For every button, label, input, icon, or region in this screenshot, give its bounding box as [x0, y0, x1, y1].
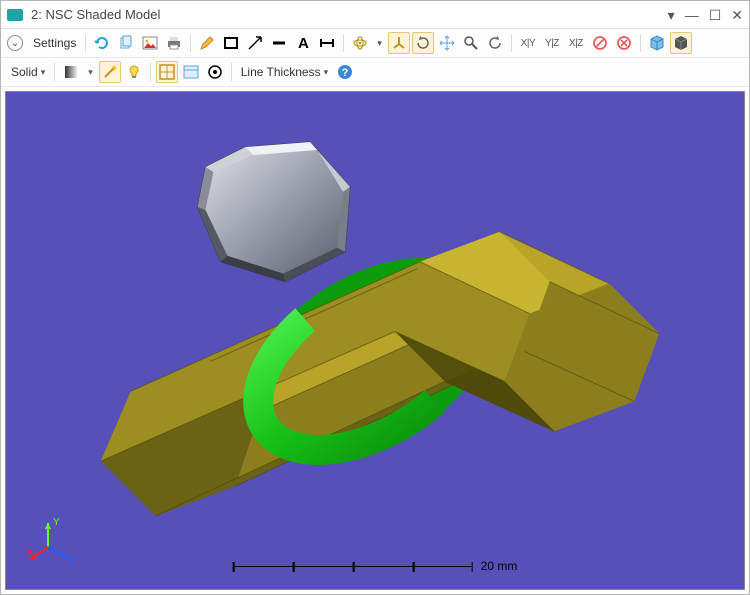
orbit-caret[interactable]: ▾	[373, 38, 386, 49]
text-button[interactable]: A	[292, 32, 314, 54]
help-button[interactable]: ?	[334, 61, 356, 83]
window-title: 2: NSC Shaded Model	[31, 7, 668, 22]
pan-icon	[439, 35, 455, 51]
dimension-icon	[319, 35, 335, 51]
separator	[190, 34, 191, 52]
separator	[85, 34, 86, 52]
shade-caret[interactable]: ▾	[84, 67, 97, 78]
minimize-button[interactable]: —	[685, 8, 699, 22]
zoom-icon	[463, 35, 479, 51]
block-2-button[interactable]	[613, 32, 635, 54]
wand-button[interactable]	[99, 61, 121, 83]
solid-menu[interactable]: Solid ▾	[7, 65, 49, 79]
reset-icon	[487, 35, 503, 51]
separator	[54, 63, 55, 81]
print-button[interactable]	[163, 32, 185, 54]
separator	[640, 34, 641, 52]
refresh-icon	[94, 35, 110, 51]
line-icon	[271, 35, 287, 51]
lens-hexagon	[197, 142, 350, 282]
gradient-icon	[63, 64, 79, 80]
separator	[511, 34, 512, 52]
xz-view-button[interactable]: X|Z	[565, 32, 587, 54]
separator	[150, 63, 151, 81]
pencil-button[interactable]	[196, 32, 218, 54]
svg-text:?: ?	[342, 67, 349, 79]
target-icon	[207, 64, 223, 80]
help-icon: ?	[337, 64, 353, 80]
settings-menu[interactable]: Settings	[29, 36, 80, 50]
settings-toggle-icon[interactable]: ⌄	[7, 35, 23, 51]
line-thickness-menu[interactable]: Line Thickness ▾	[237, 65, 332, 79]
lightbulb-button[interactable]	[123, 61, 145, 83]
line-thickness-label: Line Thickness	[241, 65, 321, 79]
fit-icon	[159, 64, 175, 80]
arrow-button[interactable]	[244, 32, 266, 54]
window-layout-button[interactable]	[180, 61, 202, 83]
solid-label: Solid	[11, 65, 38, 79]
viewport-3d[interactable]: Y X Z 20 mm	[5, 91, 745, 590]
separator	[343, 34, 344, 52]
arrow-icon	[247, 35, 263, 51]
rectangle-icon	[223, 35, 239, 51]
save-image-button[interactable]	[139, 32, 161, 54]
shade-gradient-button[interactable]	[60, 61, 82, 83]
toolbar-primary: ⌄ Settings A	[1, 29, 749, 58]
cube-solid-icon	[673, 35, 689, 51]
scene-svg	[6, 92, 744, 589]
pan-button[interactable]	[436, 32, 458, 54]
reset-view-button[interactable]	[484, 32, 506, 54]
rotate-icon	[415, 35, 431, 51]
axes-icon	[391, 35, 407, 51]
scale-line	[233, 566, 473, 567]
line-button[interactable]	[268, 32, 290, 54]
copy-button[interactable]	[115, 32, 137, 54]
circle-slash-icon	[592, 35, 608, 51]
orbit-icon	[352, 35, 368, 51]
image-icon	[142, 35, 158, 51]
cube-icon	[649, 35, 665, 51]
toolbar-secondary: Solid ▾ ▾ Line Thickness ▾ ?	[1, 58, 749, 87]
orbit-button[interactable]	[349, 32, 371, 54]
app-icon	[7, 9, 23, 21]
cube-solid-button[interactable]	[670, 32, 692, 54]
refresh-button[interactable]	[91, 32, 113, 54]
rectangle-button[interactable]	[220, 32, 242, 54]
axes-button[interactable]	[388, 32, 410, 54]
cube-button[interactable]	[646, 32, 668, 54]
separator	[231, 63, 232, 81]
target-button[interactable]	[204, 61, 226, 83]
fit-view-button[interactable]	[156, 61, 178, 83]
settings-label: Settings	[33, 36, 76, 50]
wand-icon	[102, 64, 118, 80]
yz-view-button[interactable]: Y|Z	[541, 32, 563, 54]
circle-x-icon	[616, 35, 632, 51]
scale-bar: 20 mm	[233, 559, 518, 573]
dimension-button[interactable]	[316, 32, 338, 54]
maximize-button[interactable]: ☐	[709, 8, 722, 22]
titlebar: 2: NSC Shaded Model ▾ — ☐ ✕	[1, 1, 749, 29]
scale-label: 20 mm	[481, 559, 518, 573]
close-button[interactable]: ✕	[731, 8, 743, 22]
block-1-button[interactable]	[589, 32, 611, 54]
app-window: 2: NSC Shaded Model ▾ — ☐ ✕ ⌄ Settings	[0, 0, 750, 595]
lightbulb-icon	[126, 64, 142, 80]
zoom-button[interactable]	[460, 32, 482, 54]
rotate-view-button[interactable]	[412, 32, 434, 54]
layout-icon	[183, 64, 199, 80]
dropdown-button[interactable]: ▾	[668, 8, 675, 22]
print-icon	[166, 35, 182, 51]
pencil-icon	[199, 35, 215, 51]
xy-view-button[interactable]: X|Y	[517, 32, 539, 54]
copy-icon	[118, 35, 134, 51]
window-controls: ▾ — ☐ ✕	[668, 8, 743, 22]
